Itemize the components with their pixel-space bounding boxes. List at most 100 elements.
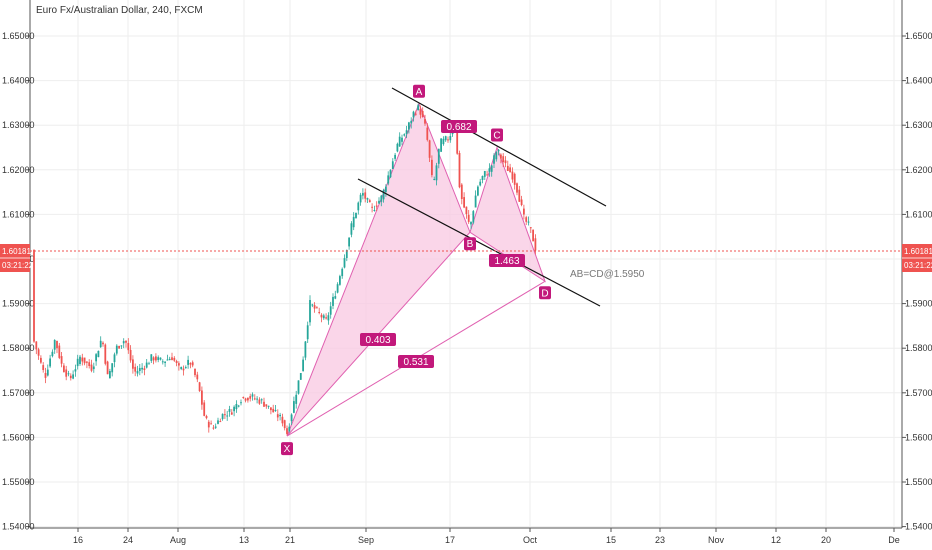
candle-body [405, 130, 408, 134]
candle-body [111, 363, 114, 373]
candle-body [56, 341, 58, 349]
right-price-flag: 1.60181 03:21:22 [902, 244, 932, 272]
svg-text:0.403: 0.403 [365, 335, 390, 346]
left-price-tick-label: 1.61000 [2, 209, 35, 219]
candle-body [157, 357, 160, 360]
candle-body [426, 127, 429, 140]
pattern-ratio-label: 0.682 [441, 120, 477, 133]
candle-body [194, 368, 196, 376]
candle-body [529, 227, 532, 229]
candle-body [341, 268, 344, 277]
candle-body [233, 406, 235, 412]
candle-body [122, 341, 125, 344]
candle-body [244, 398, 247, 401]
candle-body [295, 394, 298, 404]
candle-body [53, 340, 56, 350]
candle-body [490, 165, 493, 172]
right-countdown: 03:21:22 [904, 261, 932, 270]
left-price-tick-label: 1.63000 [2, 120, 35, 130]
candle-body [228, 409, 231, 412]
candle-body [414, 113, 417, 115]
candle-body [217, 420, 219, 424]
candle-body [488, 168, 491, 172]
candle-body [138, 368, 141, 371]
candle-body [513, 173, 516, 185]
candle-body [424, 119, 426, 124]
time-tick-label: Sep [358, 535, 374, 545]
candle-body [518, 189, 521, 202]
candle-body [382, 189, 385, 200]
candle-body [394, 154, 396, 159]
lower-trendline[interactable] [357, 178, 601, 307]
candle-body [230, 412, 233, 415]
left-price-tick-label: 1.65000 [2, 31, 35, 41]
candle-body [410, 120, 413, 124]
candle-body [325, 317, 327, 319]
candle-body [81, 357, 84, 362]
candle-body [470, 221, 472, 225]
candle-body [267, 405, 270, 407]
right-price-tick-label: 1.64000 [905, 76, 932, 86]
candle-body [219, 421, 222, 423]
right-price-tick-label: 1.59000 [905, 299, 932, 309]
candle-body [102, 342, 104, 345]
candle-body [104, 344, 107, 364]
candle-body [428, 140, 431, 158]
candlestick-series[interactable] [33, 103, 537, 436]
candle-body [127, 343, 130, 351]
candle-body [334, 296, 337, 299]
pattern-ratio-label: 0.531 [398, 355, 434, 368]
time-axis[interactable]: 16 24 Aug 13 21 Sep 17 Oct 15 23 Nov 12 20 De [73, 528, 900, 545]
candle-body [224, 414, 226, 416]
candle-body [293, 401, 295, 413]
candle-body [299, 373, 302, 380]
candle-body [270, 407, 272, 411]
candle-body [173, 357, 176, 361]
candle-body [357, 202, 360, 211]
candle-body [398, 136, 401, 147]
right-price-tick-label: 1.58000 [905, 343, 932, 353]
candle-body [290, 414, 293, 422]
candle-body [502, 156, 505, 162]
candle-body [532, 229, 534, 242]
candle-body [63, 365, 65, 373]
candle-body [525, 217, 528, 222]
candle-body [366, 198, 369, 200]
candle-body [504, 160, 507, 164]
candle-body [72, 374, 74, 379]
candle-body [159, 357, 162, 360]
left-price-tick-label: 1.64000 [2, 76, 35, 86]
candle-body [306, 325, 309, 340]
candle-body [336, 284, 339, 293]
candle-body [46, 369, 49, 376]
candle-body [343, 258, 346, 268]
candle-body [281, 416, 284, 424]
candle-body [477, 186, 479, 196]
candle-body [40, 357, 42, 363]
candle-body [440, 138, 442, 152]
candle-body [235, 404, 238, 410]
abcd-annotation[interactable]: AB=CD@1.5950 [570, 269, 645, 280]
right-price-axis[interactable]: 1.650001.640001.630001.620001.610001.600… [902, 31, 932, 532]
candle-body [207, 421, 210, 428]
time-tick-label: 16 [73, 535, 83, 545]
candle-body [33, 249, 35, 342]
candle-body [495, 152, 498, 160]
candle-body [125, 340, 127, 343]
time-tick-label: 20 [821, 535, 831, 545]
pattern-ratio-label: 0.403 [360, 333, 396, 346]
candle-body [497, 149, 500, 152]
candle-body [444, 136, 447, 141]
right-last-price: 1.60181 [904, 247, 932, 256]
right-price-tick-label: 1.62000 [905, 165, 932, 175]
candle-body [511, 171, 514, 180]
candle-body [332, 296, 334, 306]
upper-trendline[interactable] [391, 87, 607, 207]
left-price-tick-label: 1.56000 [2, 432, 35, 442]
left-price-flag: 1.60181 03:21:22 [0, 244, 34, 272]
candle-body [203, 402, 206, 416]
time-tick-label: 17 [445, 535, 455, 545]
candle-body [304, 341, 307, 358]
left-price-tick-label: 1.55000 [2, 477, 35, 487]
